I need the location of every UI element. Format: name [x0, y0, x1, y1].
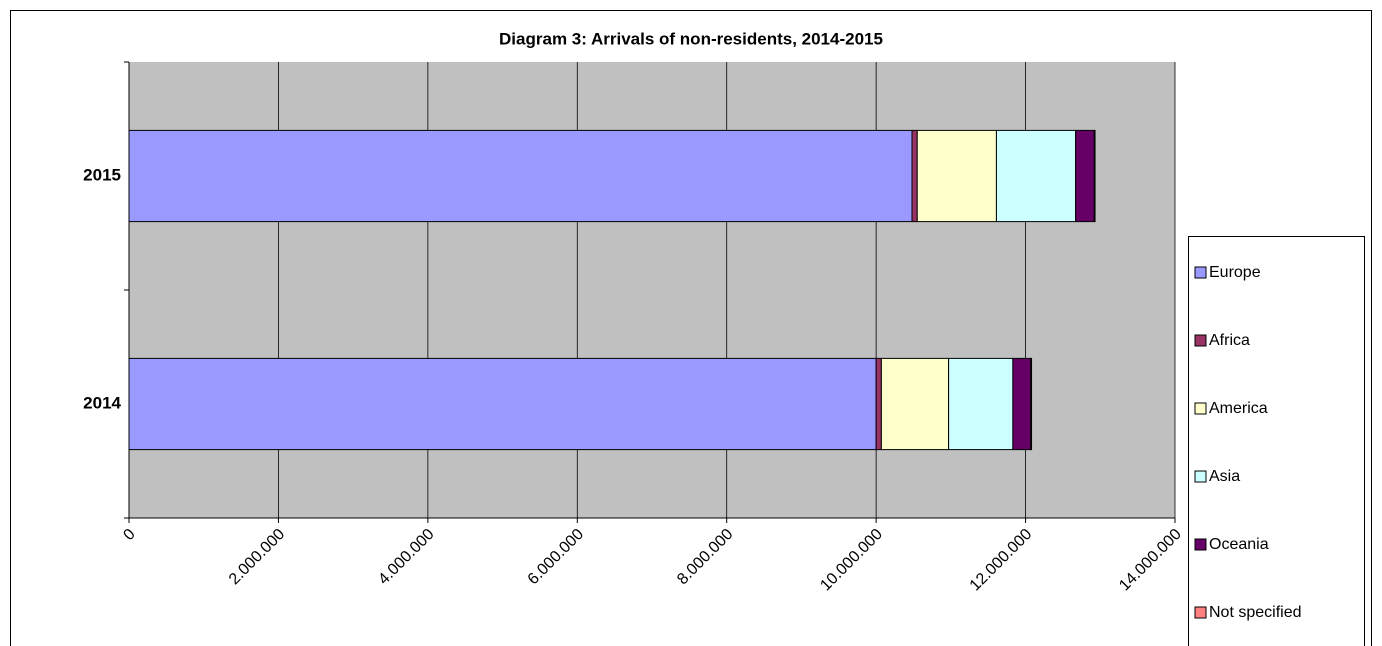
bar-segment	[880, 357, 950, 451]
legend-box	[1188, 236, 1365, 646]
bar-segment	[1093, 129, 1096, 223]
bar-segment	[995, 129, 1077, 223]
bar-segment	[948, 357, 1014, 451]
legend-swatch	[1194, 334, 1207, 347]
legend-label: Europe	[1209, 264, 1261, 281]
legend-swatch	[1194, 266, 1207, 279]
legend-swatch	[1194, 402, 1207, 415]
legend-label: Not specified	[1209, 604, 1302, 621]
bar-segment	[911, 129, 918, 223]
chart-title: Diagram 3: Arrivals of non-residents, 20…	[499, 29, 883, 48]
bar-segment	[916, 129, 997, 223]
bar-segment	[1030, 357, 1033, 451]
bar-segment	[128, 357, 877, 451]
bar-segment	[1075, 129, 1095, 223]
y-tick-label: 2015	[83, 165, 121, 184]
legend-swatch	[1194, 606, 1207, 619]
legend-label: America	[1209, 400, 1268, 417]
bar-segment	[128, 129, 913, 223]
bar-segment	[1012, 357, 1032, 451]
y-tick-label: 2014	[83, 393, 121, 412]
legend-label: Africa	[1209, 332, 1250, 349]
legend-swatch	[1194, 538, 1207, 551]
legend-label: Oceania	[1209, 536, 1269, 553]
bar-segment	[875, 357, 882, 451]
legend-swatch	[1194, 470, 1207, 483]
legend-label: Asia	[1209, 468, 1240, 485]
